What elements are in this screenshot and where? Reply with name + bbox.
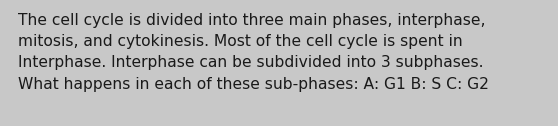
- Text: The cell cycle is divided into three main phases, interphase,
mitosis, and cytok: The cell cycle is divided into three mai…: [18, 13, 489, 92]
